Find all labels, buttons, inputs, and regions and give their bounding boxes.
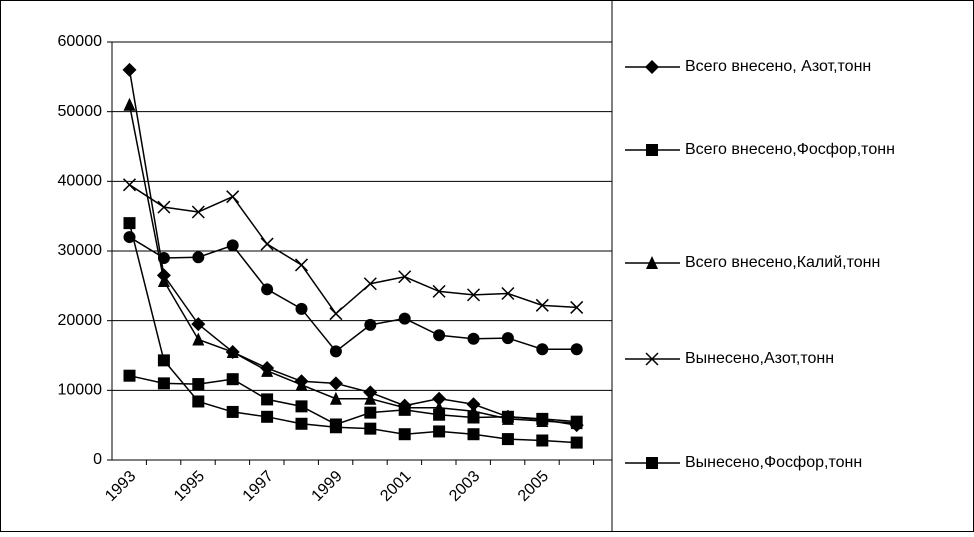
marker	[432, 284, 446, 298]
marker	[466, 288, 481, 302]
marker	[501, 433, 514, 446]
marker	[123, 97, 136, 111]
marker	[645, 352, 659, 366]
marker	[536, 434, 549, 447]
marker	[191, 317, 206, 332]
marker	[536, 343, 549, 356]
legend-label: Вынесено,Азот,тонн	[685, 350, 834, 367]
marker	[192, 378, 205, 391]
marker	[432, 391, 447, 406]
marker	[329, 418, 342, 431]
series-line	[129, 184, 577, 315]
marker	[501, 286, 515, 301]
marker	[536, 412, 549, 425]
marker	[261, 283, 274, 296]
marker	[329, 307, 343, 321]
marker	[295, 400, 308, 413]
marker	[645, 60, 659, 74]
marker	[398, 428, 411, 441]
marker	[191, 205, 205, 219]
marker	[398, 403, 411, 416]
marker	[646, 144, 658, 156]
marker	[226, 239, 239, 252]
marker	[295, 377, 308, 391]
marker	[329, 345, 342, 358]
marker	[122, 178, 137, 192]
legend-label: Вынесено,Фосфор,тонн	[685, 454, 862, 471]
marker	[467, 428, 480, 441]
marker	[157, 273, 170, 287]
marker	[433, 425, 446, 438]
legend-label: Всего внесено, Азот,тонн	[685, 58, 871, 75]
marker	[261, 410, 274, 423]
marker	[261, 363, 274, 377]
marker	[398, 312, 411, 325]
marker	[363, 277, 377, 291]
marker	[398, 270, 412, 284]
marker	[467, 411, 480, 424]
marker	[570, 300, 584, 314]
marker	[295, 417, 308, 430]
y-tick-label: 0	[93, 451, 102, 468]
marker	[328, 376, 343, 391]
marker	[123, 231, 136, 244]
marker	[570, 343, 583, 356]
marker	[646, 256, 658, 269]
legend-label: Всего внесено,Фосфор,тонн	[685, 141, 895, 158]
marker	[467, 332, 480, 345]
y-tick-label: 10000	[58, 382, 103, 399]
marker	[294, 258, 309, 272]
y-tick-label: 20000	[58, 312, 103, 329]
y-tick-label: 60000	[58, 33, 103, 50]
y-tick-label: 50000	[58, 103, 103, 120]
marker	[433, 408, 446, 421]
marker	[157, 251, 170, 264]
marker	[261, 393, 274, 406]
marker	[535, 298, 549, 312]
marker	[364, 422, 377, 435]
marker	[329, 391, 342, 405]
y-tick-label: 40000	[58, 173, 103, 190]
marker	[570, 415, 583, 428]
marker	[364, 318, 377, 331]
marker	[295, 302, 308, 315]
marker	[570, 436, 583, 449]
marker	[646, 457, 658, 469]
marker	[364, 391, 377, 405]
marker	[192, 251, 205, 264]
marker	[433, 329, 446, 342]
marker	[501, 332, 514, 345]
marker	[123, 217, 136, 230]
marker	[157, 354, 170, 367]
marker	[122, 62, 137, 77]
marker	[501, 410, 514, 423]
legend-label: Всего внесено,Калий,тонн	[685, 254, 880, 271]
marker	[226, 190, 240, 204]
marker	[192, 395, 205, 408]
marker	[226, 345, 239, 359]
marker	[260, 237, 274, 251]
y-tick-label: 30000	[58, 242, 103, 259]
marker	[157, 200, 171, 214]
marker	[157, 377, 170, 390]
marker	[123, 369, 136, 382]
marker	[226, 373, 239, 386]
marker	[226, 405, 239, 418]
marker	[192, 332, 205, 346]
marker	[364, 406, 377, 419]
